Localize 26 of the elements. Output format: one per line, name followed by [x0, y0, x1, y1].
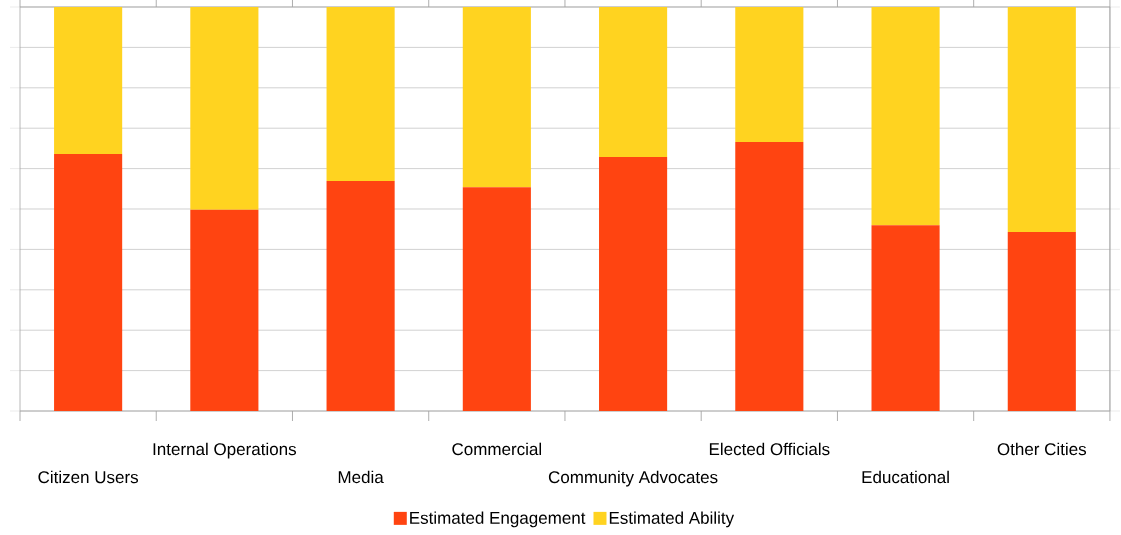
x-tick-label: Media	[338, 470, 384, 484]
bar	[735, 141, 804, 411]
legend-label: Estimated Engagement	[410, 511, 586, 528]
bar	[1007, 7, 1076, 233]
bar	[735, 7, 804, 142]
bar	[462, 7, 531, 188]
bar	[326, 181, 395, 411]
x-tick-label: Commercial	[452, 442, 542, 456]
x-tick-label: Educational	[862, 470, 949, 484]
x-tick-label: Citizen Users	[38, 470, 139, 484]
x-tick-label: Community Advocates	[548, 470, 718, 487]
bar	[871, 225, 940, 411]
bar	[190, 7, 259, 210]
bar	[190, 209, 259, 411]
bar	[462, 187, 531, 411]
bar	[871, 7, 940, 226]
bar	[599, 156, 668, 411]
x-tick-label: Elected Officials	[709, 442, 830, 456]
bar	[1007, 232, 1076, 411]
x-tick-label: Other Cities	[997, 442, 1087, 456]
bar	[599, 7, 668, 157]
legend-label: Estimated Ability	[609, 511, 735, 528]
bar	[326, 7, 395, 182]
bar	[54, 154, 123, 411]
bar	[54, 7, 123, 155]
x-tick-label: Internal Operations	[153, 442, 297, 459]
